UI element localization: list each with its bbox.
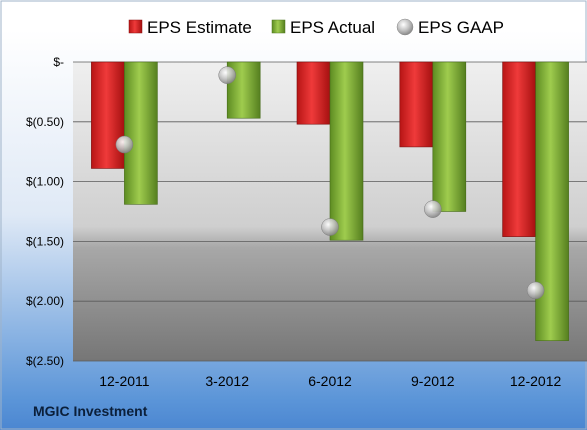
x-category-label: 12-2012 [510, 373, 562, 389]
legend: EPS Estimate EPS Actual EPS GAAP [128, 18, 504, 37]
company-name: MGIC Investment [33, 403, 148, 419]
y-tick-label: $(0.50) [26, 115, 64, 129]
legend-label-actual: EPS Actual [290, 18, 375, 37]
legend-item-eps-gaap: EPS GAAP [396, 18, 504, 37]
point-eps-gaap [321, 218, 339, 236]
point-eps-gaap [526, 281, 545, 300]
x-category-label: 12-2011 [99, 373, 150, 389]
bar-eps-actual [124, 61, 158, 205]
bar-eps-estimate [91, 61, 125, 169]
point-eps-gaap [424, 200, 442, 218]
y-tick-label: $(2.50) [26, 354, 64, 368]
legend-swatch-gaap [396, 18, 414, 36]
legend-swatch-estimate [128, 19, 143, 34]
x-category-label: 3-2012 [205, 373, 249, 389]
y-tick-label: $(1.50) [26, 234, 64, 248]
y-tick-label: $- [53, 55, 64, 69]
point-eps-gaap [218, 66, 236, 84]
point-eps-gaap [115, 135, 134, 154]
legend-item-eps-actual: EPS Actual [271, 18, 375, 37]
x-category-label: 6-2012 [308, 373, 352, 389]
y-tick-label: $(2.00) [26, 294, 64, 308]
bar-eps-actual [329, 61, 364, 241]
legend-swatch-actual [271, 19, 286, 34]
legend-item-eps-estimate: EPS Estimate [128, 18, 252, 37]
bar-eps-estimate [502, 61, 536, 237]
legend-label-estimate: EPS Estimate [147, 18, 252, 37]
y-tick-label: $(1.00) [26, 175, 64, 189]
bar-eps-actual [432, 61, 467, 212]
bar-eps-estimate [296, 61, 331, 125]
bar-eps-estimate [399, 61, 434, 148]
bar-eps-actual [535, 61, 569, 341]
x-category-label: 9-2012 [411, 373, 455, 389]
legend-label-gaap: EPS GAAP [418, 18, 504, 37]
